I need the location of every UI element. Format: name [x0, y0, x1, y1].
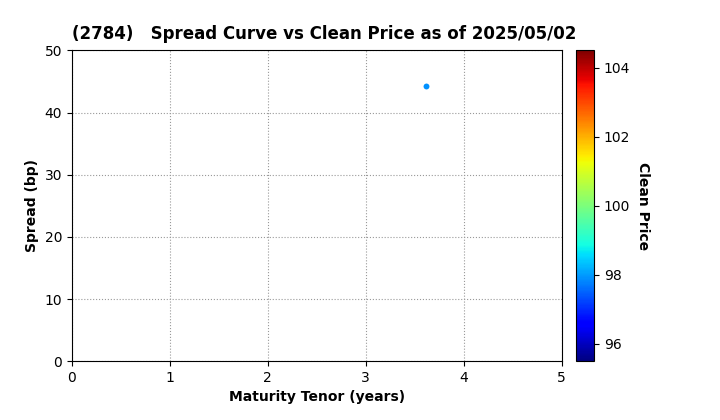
- Text: (2784)   Spread Curve vs Clean Price as of 2025/05/02: (2784) Spread Curve vs Clean Price as of…: [72, 25, 577, 43]
- Point: [420, 83, 432, 90]
- X-axis label: Maturity Tenor (years): Maturity Tenor (years): [229, 391, 405, 404]
- Y-axis label: Clean Price: Clean Price: [636, 162, 649, 250]
- Y-axis label: Spread (bp): Spread (bp): [25, 159, 39, 252]
